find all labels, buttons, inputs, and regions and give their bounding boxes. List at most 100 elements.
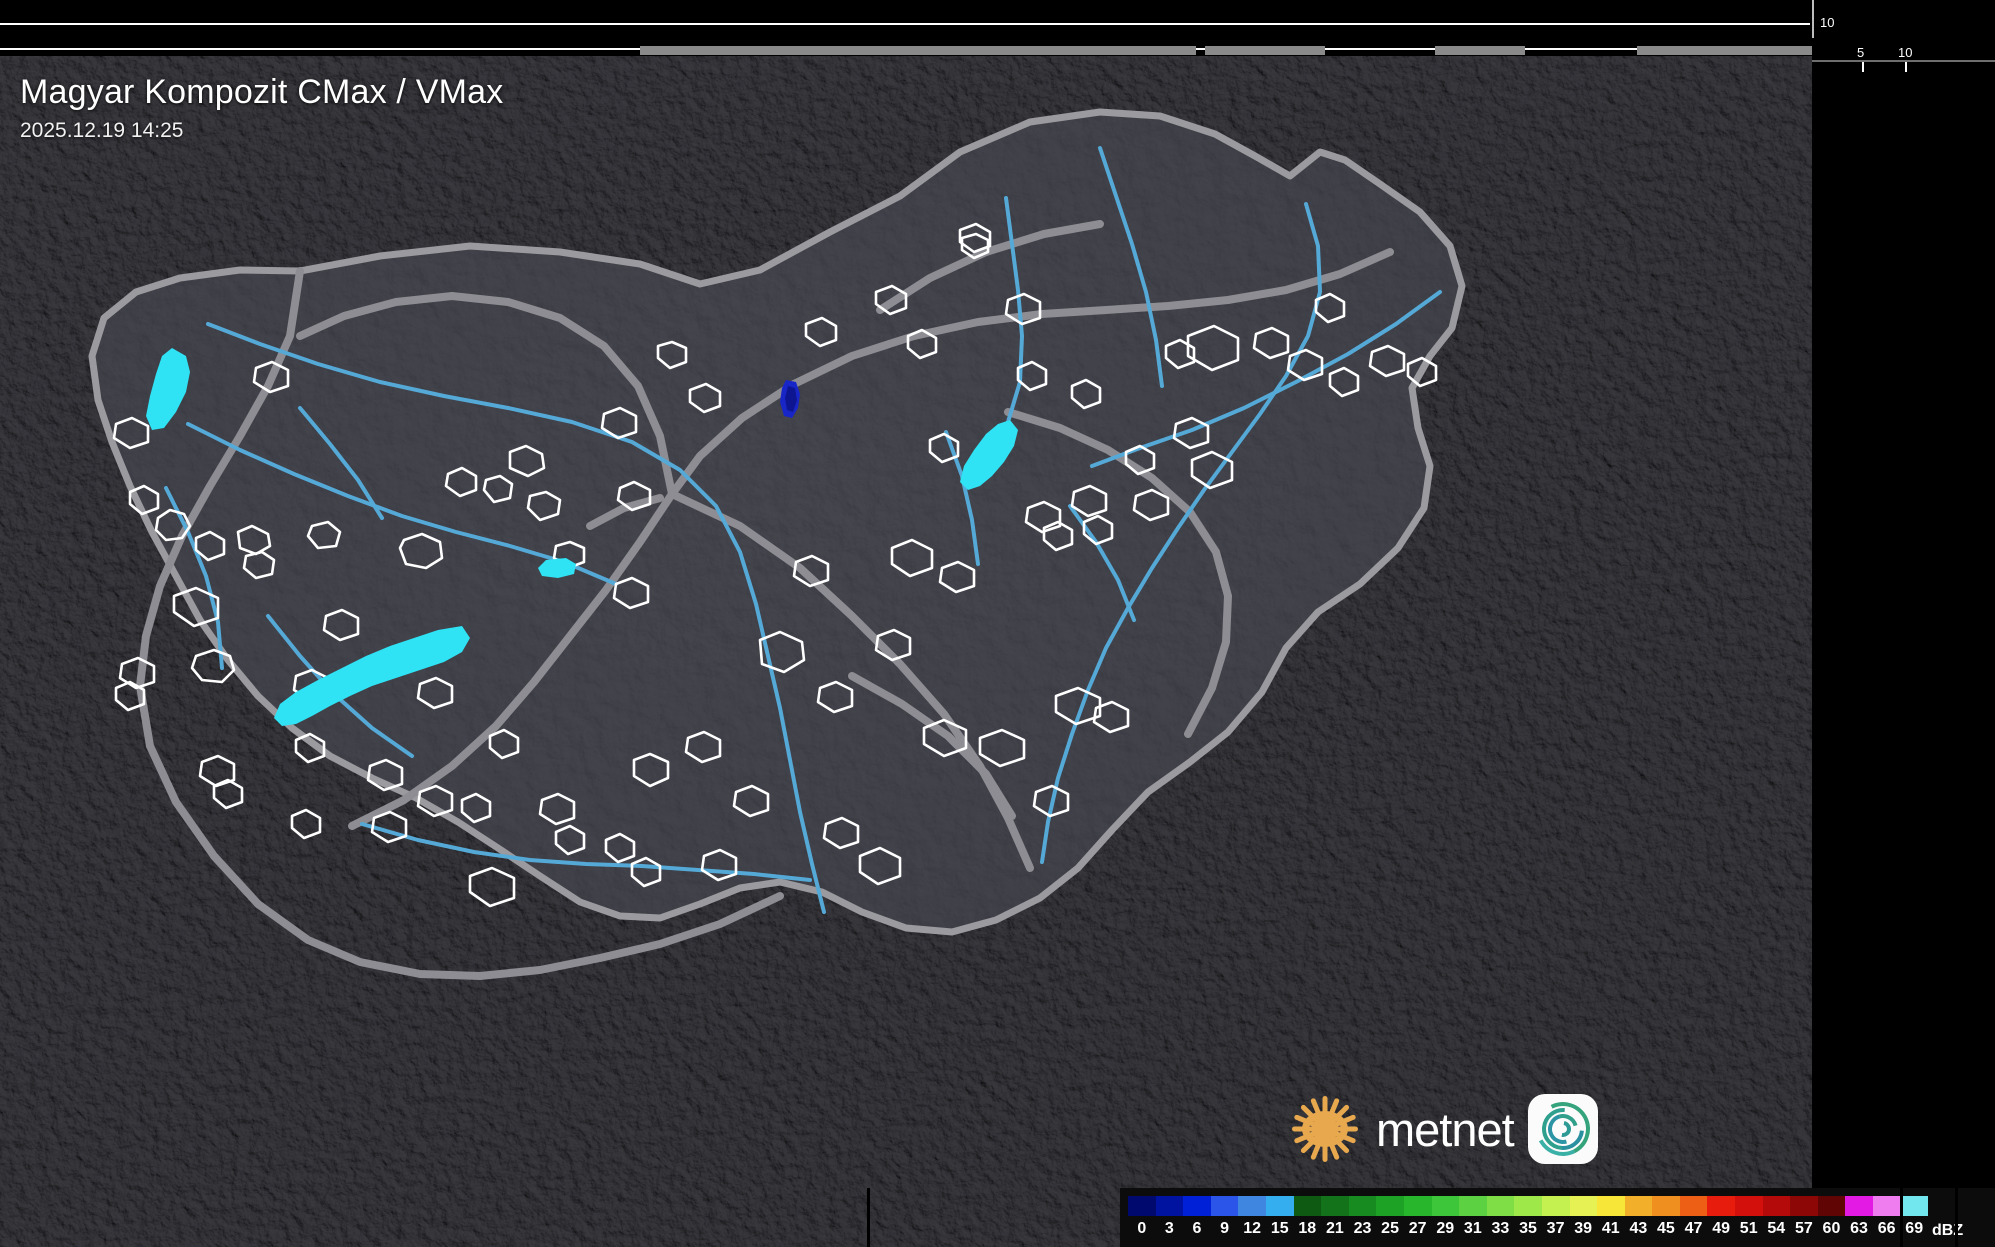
dbz-swatch (1817, 1196, 1846, 1216)
dbz-swatch (1486, 1196, 1515, 1216)
dbz-swatch (1210, 1196, 1239, 1216)
dbz-tick-label: 9 (1220, 1220, 1229, 1237)
chart-gridline (0, 23, 1810, 25)
top-chart-strip: 10 5 (0, 0, 1995, 56)
dbz-color-strip (1128, 1196, 1929, 1216)
chart-bar (640, 46, 1196, 55)
lake-balaton-echo (274, 626, 470, 726)
chart-y-axis (1812, 0, 1814, 56)
dbz-tick-labels: 0 3 6 9 12 15 18 21 23 25 27 29 31 33 35 37 39 41 43 45 47 49… (1128, 1218, 1928, 1240)
brand-wordmark: metnet (1376, 1102, 1515, 1156)
map-vector-layers (0, 56, 1995, 1247)
dbz-tick-label: 25 (1381, 1220, 1399, 1237)
dbz-tick-label: 54 (1767, 1220, 1786, 1237)
dbz-colorbar: 0 3 6 9 12 15 18 21 23 25 27 29 31 33 35 37 39 41 43 45 47 49… (1128, 1196, 1929, 1240)
lake-velence-echo (538, 558, 576, 578)
dbz-swatch (1679, 1196, 1708, 1216)
lake-tisza-echo (960, 420, 1018, 490)
timestamp-label: 2025.12.19 14:25 (20, 119, 184, 142)
dbz-tick-label: 23 (1353, 1220, 1372, 1237)
dbz-swatch (1403, 1196, 1432, 1216)
dbz-swatch (1900, 1196, 1929, 1216)
chart-bar (1205, 46, 1325, 55)
dbz-swatch (1376, 1196, 1404, 1216)
dbz-tick-label: 66 (1877, 1220, 1896, 1237)
dbz-swatch (1514, 1196, 1542, 1216)
title-block: Magyar Kompozit CMax / VMax 2025.12.19 1… (20, 72, 503, 144)
dbz-tick-label: 57 (1794, 1220, 1813, 1237)
dbz-tick-label: 29 (1436, 1220, 1455, 1237)
top-chart-x-axis: 5 10 (1812, 38, 1995, 72)
gutter-divider (1900, 56, 1903, 1247)
chart-x-tick-10: 10 (1898, 45, 1913, 60)
lake-outlines (112, 222, 1438, 908)
dbz-tick-label: 35 (1519, 1220, 1537, 1237)
dbz-colorbar-panel: 0 3 6 9 12 15 18 21 23 25 27 29 31 33 35 37 39 41 43 45 47 49… (1120, 1188, 1995, 1247)
chart-x-tickmark (1905, 62, 1907, 72)
chart-axis-line (1812, 60, 1995, 62)
dbz-swatch (1459, 1196, 1487, 1216)
dbz-swatch (1762, 1196, 1791, 1216)
dbz-swatch (1293, 1196, 1322, 1216)
metnet-app-icon[interactable] (1527, 1094, 1598, 1164)
dbz-tick-label: 0 (1137, 1220, 1147, 1237)
radar-map-canvas[interactable] (0, 56, 1995, 1247)
north-echo-core (785, 386, 797, 412)
dbz-tick-label: 41 (1601, 1220, 1620, 1237)
dbz-tick-label: 31 (1463, 1220, 1482, 1237)
dbz-swatch (1873, 1196, 1901, 1216)
dbz-tick-label: 18 (1298, 1220, 1317, 1237)
chart-bar (1637, 46, 1812, 55)
terrain-hillshade-inner (92, 112, 1462, 932)
dbz-swatch (1652, 1196, 1680, 1216)
dbz-swatch (1128, 1196, 1156, 1216)
hungary-landmass (92, 112, 1462, 932)
dbz-tick-label: 6 (1192, 1220, 1202, 1237)
dbz-swatch (1183, 1196, 1211, 1216)
dbz-swatch (1707, 1196, 1736, 1216)
dbz-tick-label: 3 (1164, 1220, 1174, 1237)
dbz-swatch (1541, 1196, 1570, 1216)
chart-bar (1435, 46, 1525, 55)
gutter-divider (1955, 56, 1958, 1247)
dbz-swatch (1569, 1196, 1598, 1216)
right-gutter (1812, 56, 1995, 1247)
colorbar-divider (1900, 1188, 1903, 1247)
metnet-logo[interactable]: metnet (1288, 1092, 1598, 1166)
dbz-tick-label: 49 (1712, 1220, 1730, 1237)
dbz-swatch (1321, 1196, 1349, 1216)
dbz-tick-label: 45 (1657, 1220, 1675, 1237)
dbz-tick-label: 15 (1270, 1220, 1289, 1237)
dbz-tick-label: 12 (1243, 1220, 1262, 1237)
page-title: Magyar Kompozit CMax / VMax (20, 73, 504, 111)
dbz-swatch (1155, 1196, 1184, 1216)
dbz-tick-label: 69 (1905, 1220, 1924, 1237)
dbz-tick-label: 37 (1546, 1220, 1565, 1237)
chart-x-tick-5: 5 (1857, 45, 1865, 60)
dbz-swatch (1735, 1196, 1763, 1216)
colorbar-left-edge (867, 1188, 870, 1247)
colorbar-divider (1955, 1188, 1958, 1247)
dbz-tick-label: 43 (1629, 1220, 1648, 1237)
dbz-swatch (1238, 1196, 1266, 1216)
dbz-swatch (1845, 1196, 1874, 1216)
dbz-tick-label: 60 (1822, 1220, 1841, 1237)
dbz-tick-label: 51 (1739, 1220, 1758, 1237)
dbz-tick-label: 47 (1684, 1220, 1703, 1237)
sun-icon (1288, 1092, 1362, 1166)
dbz-swatch (1265, 1196, 1294, 1216)
radar-echo-layer (146, 348, 1018, 726)
dbz-unit-label: dBZ (1932, 1222, 1964, 1239)
dbz-swatch (1348, 1196, 1377, 1216)
chart-x-tickmark (1862, 62, 1864, 72)
sun-ray (1322, 1129, 1328, 1162)
chart-y-tick-10: 10 (1820, 15, 1835, 30)
dbz-swatch (1624, 1196, 1653, 1216)
dbz-swatch (1790, 1196, 1818, 1216)
dbz-tick-label: 63 (1850, 1220, 1868, 1237)
lake-ferto-echo (146, 348, 190, 430)
dbz-swatch (1597, 1196, 1625, 1216)
dbz-tick-label: 33 (1491, 1220, 1510, 1237)
dbz-tick-label: 21 (1325, 1220, 1344, 1237)
